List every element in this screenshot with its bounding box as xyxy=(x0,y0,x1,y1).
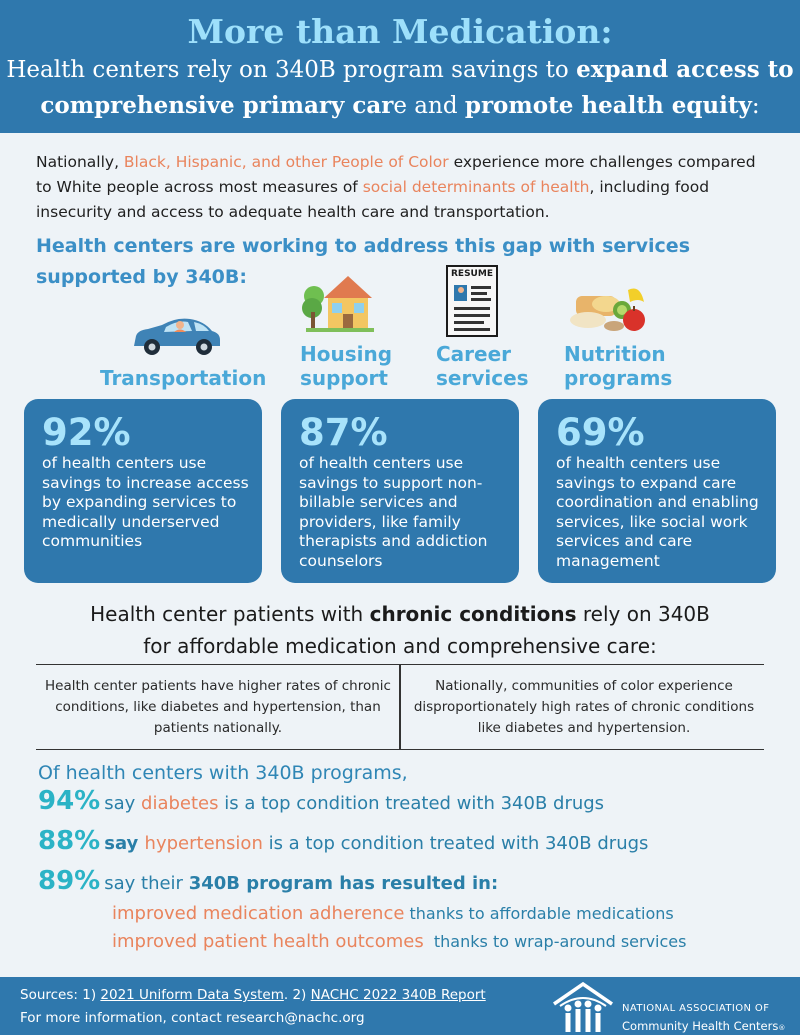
comparison-table: Health center patients have higher rates… xyxy=(36,664,764,750)
service-label-housing: Housing support xyxy=(300,342,393,390)
resume-icon: RESUME xyxy=(446,265,498,337)
food-icon xyxy=(570,288,645,331)
comparison-right: Nationally, communities of color experie… xyxy=(413,678,755,736)
stat-description: of health centers use savings to increas… xyxy=(42,454,249,550)
house-icon xyxy=(302,276,374,332)
contact-line: For more information, contact research@n… xyxy=(20,1010,365,1026)
logo-text-line1: NATIONAL ASSOCIATION OF xyxy=(622,1003,770,1014)
page-subtitle-line2: comprehensive primary care and promote h… xyxy=(40,92,760,119)
comparison-left: Health center patients have higher rates… xyxy=(45,678,391,736)
header-banner: More than Medication: Health centers rel… xyxy=(0,0,800,133)
service-label-nutrition: Nutrition programs xyxy=(564,342,673,390)
stat-line-outcomes: 89% say their 340B program has resulted i… xyxy=(38,866,499,896)
stat-card-87: 87% of health centers use savings to sup… xyxy=(281,399,519,583)
source-link-uds[interactable]: 2021 Uniform Data System xyxy=(100,987,284,1003)
outcome-adherence: improved medication adherence thanks to … xyxy=(112,903,674,924)
sources-line: Sources: 1) 2021 Uniform Data System. 2)… xyxy=(20,987,486,1003)
service-label-transportation: Transportation xyxy=(100,366,267,390)
stat-description: of health centers use savings to expand … xyxy=(556,454,759,570)
stat-percent: 87% xyxy=(299,411,388,454)
logo-text-line2: Community Health Centers® xyxy=(622,1019,786,1033)
outcome-health: improved patient health outcomes thanks … xyxy=(112,931,687,952)
page-title: More than Medication: xyxy=(187,12,613,51)
nachc-logo-icon xyxy=(553,981,613,1032)
stat-description: of health centers use savings to support… xyxy=(299,454,488,570)
services-heading: Health centers are working to address th… xyxy=(36,235,690,288)
car-icon xyxy=(134,318,220,355)
service-label-career: Career services xyxy=(436,342,529,390)
source-link-nachc-report[interactable]: NACHC 2022 340B Report xyxy=(310,987,486,1003)
page-subtitle-line1: Health centers rely on 340B program savi… xyxy=(6,56,794,83)
stat-percent: 92% xyxy=(42,411,131,454)
comparison-divider xyxy=(399,665,401,749)
stat-line-diabetes: 94% say diabetes is a top condition treat… xyxy=(38,786,605,816)
stat-line-hypertension: 88% say hypertension is a top condition t… xyxy=(38,826,649,856)
stat-card-69: 69% of health centers use savings to exp… xyxy=(538,399,776,583)
survey-intro: Of health centers with 340B programs, xyxy=(38,762,408,784)
footer: Sources: 1) 2021 Uniform Data System. 2)… xyxy=(0,977,800,1035)
intro-paragraph: Nationally, Black, Hispanic, and other P… xyxy=(36,153,756,221)
stat-card-92: 92% of health centers use savings to inc… xyxy=(24,399,262,583)
stat-percent: 69% xyxy=(556,411,645,454)
chronic-conditions-heading: Health center patients with chronic cond… xyxy=(90,602,710,658)
